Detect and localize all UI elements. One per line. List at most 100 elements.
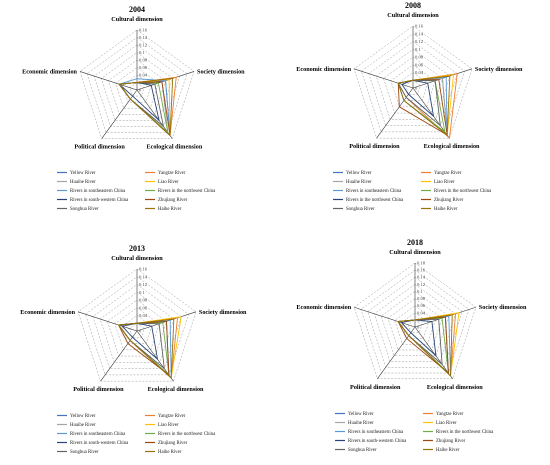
axis-label: Society dimension: [479, 304, 527, 311]
radar-panel-2008: 0 0.02 0.04 0.06 0.08 0.1 0.12 0.14 0.16 Cultural…: [275, 0, 550, 230]
legend-entry: Liao River: [158, 423, 179, 428]
axis-spoke: [79, 71, 138, 91]
legend-entry: Rivers in south-western China: [70, 198, 129, 203]
legend-entry: Zhujiang River: [434, 198, 464, 203]
tick-label: 0.1: [139, 290, 145, 295]
axis-label: Economic dimension: [296, 66, 351, 73]
grid-ring: [353, 262, 477, 380]
grid-ring: [85, 276, 189, 376]
axis-label: Political dimension: [350, 384, 401, 391]
series-line: [400, 319, 437, 357]
tick-label: 0.08: [139, 58, 148, 63]
series-line: [117, 318, 175, 380]
legend-entry: Haihe River: [436, 448, 460, 453]
legend-entry: Haihe River: [158, 207, 182, 212]
grid-ring: [383, 56, 443, 114]
legend-entry: Huaihe River: [346, 180, 372, 185]
axis-label: Ecological dimension: [148, 386, 204, 393]
axis-label: Society dimension: [199, 309, 247, 316]
radar-panel-2013: 0 0.02 0.04 0.06 0.08 0.1 0.12 0.14 0.16 Cultural…: [0, 235, 275, 465]
axis-spoke: [412, 87, 450, 139]
axis-label: Economic dimension: [20, 309, 75, 316]
tick-label: 0.04: [139, 73, 148, 78]
tick-label: 0.14: [415, 31, 424, 36]
legend-entry: Rivers in the northwest China: [434, 189, 492, 194]
tick-label: 0.04: [139, 313, 148, 318]
legend-entry: Songhua River: [70, 450, 99, 455]
legend-entry: Zhujiang River: [158, 441, 188, 446]
chart-title: 2013: [129, 244, 145, 253]
axis-spoke: [136, 89, 173, 139]
tick-label: 0.16: [139, 267, 148, 272]
legend-entry: Rivers in south-western China: [348, 439, 407, 444]
legend-entry: Huaihe River: [348, 421, 374, 426]
axis-label: Economic dimension: [296, 304, 351, 311]
axis-label: Cultural dimension: [387, 12, 439, 19]
tick-label: 0.18: [417, 261, 426, 266]
axis-label: Cultural dimension: [111, 255, 163, 262]
legend-entry: Rivers in the northwest China: [436, 430, 494, 435]
tick-label: 0.16: [139, 28, 148, 33]
grid-ring: [108, 59, 166, 115]
axis-spoke: [353, 68, 414, 89]
grid-ring: [77, 268, 197, 382]
legend-entry: Rivers in the northwest China: [346, 198, 404, 203]
tick-label: 0.04: [417, 310, 426, 315]
grid-ring: [129, 322, 145, 338]
legend-entry: Yellow River: [70, 171, 96, 176]
legend-entry: Zhujiang River: [158, 198, 188, 203]
axis-spoke: [77, 311, 138, 332]
tick-label: 0.1: [415, 47, 421, 52]
chart-title: 2004: [129, 5, 145, 14]
tick-label: 0.1: [139, 50, 145, 55]
axis-label: Ecological dimension: [146, 144, 202, 151]
legend-entry: Yellow River: [348, 412, 374, 417]
series-line: [397, 314, 453, 377]
axis-spoke: [101, 89, 138, 139]
tick-label: 0.14: [139, 35, 148, 40]
axis-label: Society dimension: [475, 66, 523, 73]
grid-ring: [375, 48, 451, 120]
axis-label: Cultural dimension: [389, 249, 441, 256]
axis-label: Ecological dimension: [424, 143, 480, 150]
axis-label: Cultural dimension: [111, 16, 163, 23]
series-line: [121, 322, 159, 361]
grid-ring: [121, 315, 153, 344]
tick-label: 0.08: [139, 298, 148, 303]
legend-entry: Yangtze River: [158, 171, 186, 176]
grid-ring: [353, 25, 473, 139]
radar-svg: 00.020.040.060.080.10.120.140.160.18Cult…: [296, 238, 527, 453]
legend-entry: Liao River: [158, 180, 179, 185]
axis-spoke: [376, 87, 414, 139]
tick-label: 0: [415, 86, 418, 91]
tick-label: 0.12: [139, 43, 148, 48]
legend-entry: Songhua River: [346, 207, 375, 212]
grid-ring: [92, 284, 182, 369]
tick-label: 0.1: [417, 289, 423, 294]
series-line: [401, 79, 435, 118]
legend-entry: Liao River: [434, 180, 455, 185]
axis-label: Ecological dimension: [427, 384, 483, 391]
legend-entry: Rivers in south-western China: [70, 441, 129, 446]
axis-spoke: [377, 326, 416, 379]
series-line: [117, 320, 170, 376]
series-line: [117, 320, 170, 376]
grid-ring: [397, 72, 429, 101]
axis-spoke: [100, 330, 138, 382]
grid-ring: [99, 291, 175, 363]
legend-entry: Songhua River: [70, 207, 99, 212]
axis-spoke: [136, 330, 174, 382]
legend-entry: Yellow River: [346, 171, 372, 176]
legend-entry: Haihe River: [434, 207, 458, 212]
axis-label: Society dimension: [197, 68, 245, 75]
legend-entry: Rivers in southeastern China: [346, 189, 402, 194]
axis-spoke: [354, 306, 416, 328]
radar-svg: 00.020.040.060.080.10.120.140.16Cultural…: [22, 5, 245, 212]
tick-label: 0.06: [417, 303, 426, 308]
grid-ring: [361, 33, 465, 133]
grid-ring: [101, 52, 173, 121]
chart-title: 2018: [407, 238, 423, 247]
legend-entry: Rivers in southeastern China: [70, 189, 126, 194]
tick-label: 0.16: [415, 24, 424, 29]
